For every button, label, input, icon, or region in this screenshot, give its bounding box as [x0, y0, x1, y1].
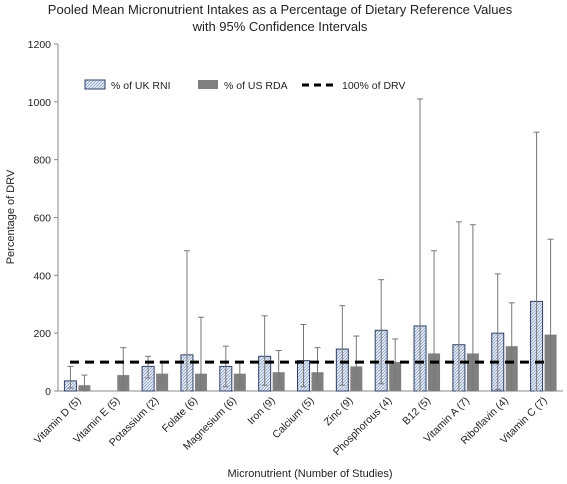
y-tick-label-600: 600: [33, 213, 51, 225]
chart-title-line-2: with 95% Confidence Intervals: [192, 19, 368, 34]
y-tick-label-1200: 1200: [28, 39, 52, 51]
legend-label-uk-rni: % of UK RNI: [111, 80, 171, 92]
x-axis-label: Micronutrient (Number of Studies): [227, 468, 392, 480]
x-tick-label-folate-6: Folate (6): [160, 395, 200, 435]
legend-swatch-us-rda: [198, 80, 218, 89]
legend-item-us-rda: % of US RDA: [198, 80, 288, 92]
x-tick-label-zinc-9: Zinc (9): [322, 395, 356, 429]
y-axis-label: Percentage of DRV: [5, 169, 17, 264]
errorbars-layer: [67, 98, 554, 392]
legend-item-reference-line: 100% of DRV: [302, 80, 405, 92]
x-tick-labels: Vitamin D (5)Vitamin E (5)Potassium (2)F…: [32, 395, 550, 458]
legend-label-us-rda: % of US RDA: [224, 80, 288, 92]
legend-swatch-uk-rni: [84, 79, 106, 90]
y-tick-label-1000: 1000: [28, 97, 52, 109]
y-tick-label-400: 400: [33, 270, 51, 282]
y-tick-label-200: 200: [33, 328, 51, 340]
legend: % of UK RNI % of US RDA 100% of DRV: [84, 79, 405, 92]
x-tick-label-b12-5: B12 (5): [400, 395, 433, 428]
x-tick-label-calcium-5: Calcium (5): [270, 395, 316, 441]
y-ticks: 0 200 400 600 800 1000 1200: [28, 39, 58, 398]
legend-label-reference-line: 100% of DRV: [342, 80, 405, 92]
y-tick-label-800: 800: [33, 155, 51, 167]
y-tick-label-0: 0: [45, 386, 51, 398]
legend-item-uk-rni: % of UK RNI: [84, 79, 171, 92]
y-axis: 0 200 400 600 800 1000 1200: [28, 39, 59, 398]
x-tick-label-iron-9: Iron (9): [245, 395, 277, 427]
chart-title-line-1: Pooled Mean Micronutrient Intakes as a P…: [48, 2, 513, 17]
bars-layer: [63, 300, 557, 392]
